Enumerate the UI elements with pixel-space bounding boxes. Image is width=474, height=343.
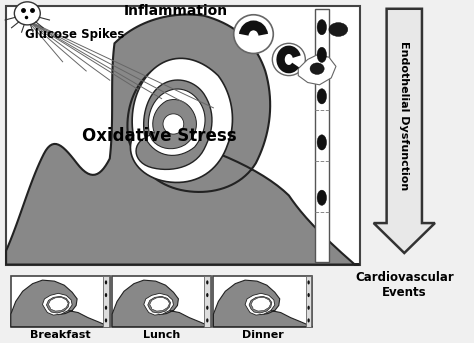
Polygon shape	[150, 297, 170, 311]
Polygon shape	[148, 296, 171, 313]
Bar	[6, 7, 359, 264]
Ellipse shape	[105, 318, 107, 322]
Bar	[112, 276, 211, 327]
Ellipse shape	[308, 306, 310, 310]
Polygon shape	[374, 9, 435, 253]
Ellipse shape	[308, 318, 310, 322]
Bar	[306, 276, 311, 327]
Polygon shape	[144, 293, 173, 315]
Polygon shape	[245, 293, 275, 315]
Text: Cardiovascular
Events: Cardiovascular Events	[355, 271, 454, 299]
Polygon shape	[43, 293, 72, 315]
Polygon shape	[249, 296, 272, 313]
Polygon shape	[11, 280, 110, 327]
Polygon shape	[150, 99, 196, 149]
Text: Lunch: Lunch	[143, 330, 180, 341]
Ellipse shape	[105, 280, 107, 284]
Polygon shape	[130, 58, 232, 182]
Bar	[103, 276, 109, 327]
Ellipse shape	[317, 190, 327, 205]
Ellipse shape	[206, 280, 209, 284]
Ellipse shape	[308, 293, 310, 297]
Ellipse shape	[105, 293, 107, 297]
Polygon shape	[48, 297, 68, 311]
Text: Breakfast: Breakfast	[30, 330, 91, 341]
Polygon shape	[46, 296, 69, 313]
Bar	[204, 276, 210, 327]
Text: Glucose Spikes: Glucose Spikes	[25, 27, 124, 40]
Circle shape	[273, 43, 305, 75]
Ellipse shape	[317, 47, 327, 62]
Ellipse shape	[317, 89, 327, 104]
Circle shape	[234, 15, 273, 54]
Ellipse shape	[206, 306, 209, 310]
Polygon shape	[6, 14, 359, 264]
Bar	[11, 276, 110, 327]
Ellipse shape	[206, 318, 209, 322]
Bar	[213, 276, 312, 327]
Ellipse shape	[317, 20, 327, 35]
Ellipse shape	[329, 23, 348, 36]
Ellipse shape	[206, 293, 209, 297]
Ellipse shape	[310, 63, 324, 74]
Polygon shape	[146, 89, 205, 155]
Bar	[315, 9, 329, 262]
Ellipse shape	[105, 306, 107, 310]
Text: Endothelial Dysfunction: Endothelial Dysfunction	[399, 41, 409, 191]
Polygon shape	[112, 280, 211, 327]
Polygon shape	[298, 55, 336, 85]
Ellipse shape	[308, 280, 310, 284]
Circle shape	[163, 114, 184, 134]
Ellipse shape	[317, 135, 327, 150]
Polygon shape	[136, 80, 212, 169]
Polygon shape	[213, 280, 312, 327]
Ellipse shape	[14, 2, 40, 25]
Text: Inflammation: Inflammation	[124, 4, 228, 18]
Text: Dinner: Dinner	[242, 330, 284, 341]
Polygon shape	[251, 297, 271, 311]
Text: Oxidative Stress: Oxidative Stress	[82, 127, 237, 144]
